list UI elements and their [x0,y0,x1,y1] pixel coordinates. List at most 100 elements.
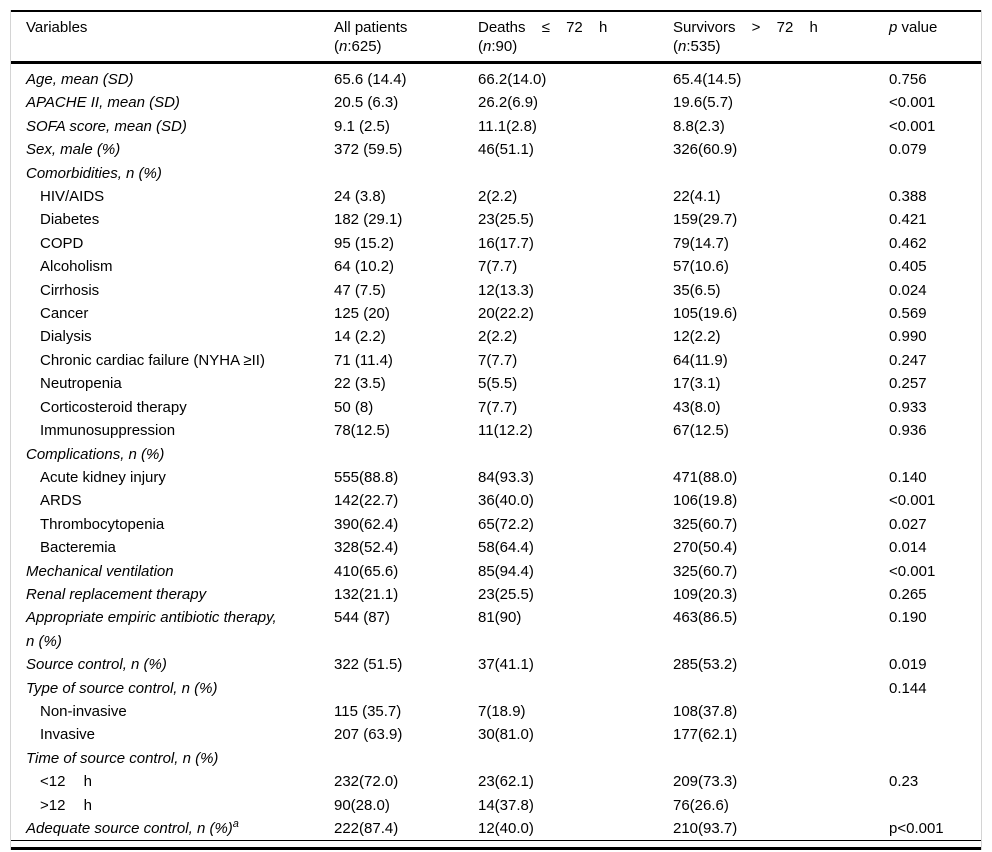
cell-variable: Alcoholism [40,258,113,276]
table-row: Invasive 207 (63.9) 30(81.0) 177(62.1) [11,723,981,746]
cell-deaths: 37(41.1) [478,656,534,674]
cell-deaths: 23(62.1) [478,773,534,791]
cell-deaths: 84(93.3) [478,468,534,486]
table-row: Sex, male (%) 372 (59.5) 46(51.1) 326(60… [11,138,981,161]
cell-p-value: 0.569 [889,305,927,323]
cell-variable: Diabetes [40,211,100,229]
cell-variable: Type of source control, n (%) [26,679,218,697]
cell-variable: Comorbidities, n (%) [26,164,162,182]
cell-deaths: 12(13.3) [478,281,534,299]
cell-variable: Source control, n (%) [26,656,167,674]
cell-variable: Corticosteroid therapy [40,398,187,416]
cell-survivors: 326(60.9) [673,141,738,159]
cell-all-patients: 22 (3.5) [334,375,386,393]
cell-variable: Invasive [40,726,96,744]
cell-variable: Non-invasive [40,702,127,720]
cell-variable: SOFA score, mean (SD) [26,117,187,135]
cell-all-patients: 20.5 (6.3) [334,94,399,112]
cell-variable: Age, mean (SD) [26,71,134,88]
cell-all-patients: 64 (10.2) [334,258,395,276]
cell-deaths: 5(5.5) [478,375,518,393]
cell-p-value: <0.001 [889,94,936,112]
cell-survivors: 22(4.1) [673,188,721,206]
table-row: Non-invasive 115 (35.7) 7(18.9) 108(37.8… [11,700,981,723]
cell-survivors: 12(2.2) [673,328,721,346]
cell-all-patients: 132(21.1) [334,585,399,603]
cell-p-value: 0.144 [889,679,927,697]
cell-variable: Thrombocytopenia [40,515,165,533]
cell-p-value [889,794,981,817]
table-row: >12 h 90(28.0) 14(37.8) 76(26.6) [11,794,981,817]
cell-p-value [889,723,981,746]
cell-p-value: 0.265 [889,585,927,603]
cell-survivors: 17(3.1) [673,375,721,393]
cell-survivors: 108(37.8) [673,702,738,720]
cell-survivors: 43(8.0) [673,398,721,416]
cell-variable: Acute kidney injury [40,468,166,486]
cell-deaths: 7(7.7) [478,351,518,369]
table-row: Type of source control, n (%) 0.144 [11,677,981,700]
cell-survivors: 210(93.7) [673,820,738,837]
table-body: Age, mean (SD) 65.6 (14.4) 66.2(14.0) 65… [11,63,981,841]
cell-variable: Bacteremia [40,539,116,557]
cell-p-value: <0.001 [889,492,936,510]
table-row: <12 h 232(72.0) 23(62.1) 209(73.3) 0.23 [11,770,981,793]
cell-survivors: 105(19.6) [673,305,738,323]
cell-p-value [889,443,981,466]
cell-variable: Sex, male (%) [26,141,121,159]
table-row: Immunosuppression 78(12.5) 11(12.2) 67(1… [11,419,981,442]
cell-variable: Immunosuppression [40,422,176,440]
cell-variable: APACHE II, mean (SD) [26,94,180,112]
cell-deaths: 11.1(2.8) [478,117,537,135]
table-header: Variables All patients (n:625) Deaths ≤ … [11,11,981,64]
cell-p-value: 0.024 [889,281,927,299]
cell-p-value: 0.247 [889,351,927,369]
cell-survivors: 285(53.2) [673,656,738,674]
cell-deaths: 23(25.5) [478,211,534,229]
cell-variable: Cirrhosis [40,281,100,299]
table-bottom-rule [11,847,981,851]
cell-p-value: 0.190 [889,609,927,627]
cell-deaths [478,162,673,185]
cell-p-value: 0.756 [889,71,927,88]
header-p-rest: value [897,19,938,36]
cell-all-patients: 95 (15.2) [334,234,395,252]
cell-p-value: 0.014 [889,539,927,557]
table-row: Cancer 125 (20) 20(22.2) 105(19.6) 0.569 [11,302,981,325]
cell-variable: Complications, n (%) [26,445,165,463]
cell-all-patients: 410(65.6) [334,562,399,580]
header-deaths: Deaths ≤ 72 h (n:90) [478,11,673,64]
table-row: SOFA score, mean (SD) 9.1 (2.5) 11.1(2.8… [11,115,981,138]
cell-deaths: 46(51.1) [478,141,534,159]
cell-all-patients: 78(12.5) [334,422,390,440]
table-row: Thrombocytopenia 390(62.4) 65(72.2) 325(… [11,513,981,536]
table-row: Mechanical ventilation 410(65.6) 85(94.4… [11,560,981,583]
cell-variable: COPD [40,234,84,252]
table-row: HIV/AIDS 24 (3.8) 2(2.2) 22(4.1) 0.388 [11,185,981,208]
cell-deaths: 2(2.2) [478,328,518,346]
cell-all-patients: 14 (2.2) [334,328,386,346]
table-row: Time of source control, n (%) [11,747,981,770]
cell-p-value: 0.23 [889,773,919,791]
cell-deaths: 58(64.4) [478,539,534,557]
cell-p-value: 0.933 [889,398,927,416]
cell-p-value: 0.019 [889,656,927,674]
cell-survivors: 270(50.4) [673,539,738,557]
cell-all-patients: 232(72.0) [334,773,399,791]
cell-survivors: 159(29.7) [673,211,738,229]
cell-all-patients [334,443,478,466]
header-survivors: Survivors > 72 h (n:535) [673,11,889,64]
cell-p-value: 0.027 [889,515,927,533]
table-row: Adequate source control, n (%)a 222(87.4… [11,817,981,841]
header-row: Variables All patients (n:625) Deaths ≤ … [11,11,981,64]
cell-all-patients [334,747,478,770]
table-row: ARDS 142(22.7) 36(40.0) 106(19.8) <0.001 [11,489,981,512]
cell-survivors: 471(88.0) [673,468,738,486]
cell-survivors: 325(60.7) [673,562,738,580]
cell-all-patients: 182 (29.1) [334,211,403,229]
cell-all-patients: 50 (8) [334,398,374,416]
header-variables-label: Variables [26,19,88,36]
cell-variable: Chronic cardiac failure (NYHA ≥II) [40,351,265,369]
cell-variable: Time of source control, n (%) [26,749,219,767]
